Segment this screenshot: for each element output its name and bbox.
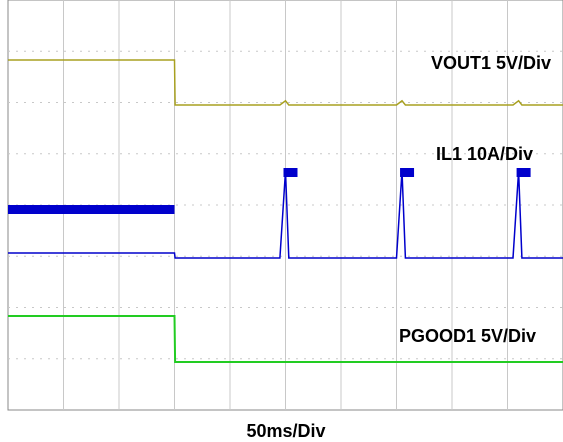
series-label-pgood1: PGOOD1 5V/Div xyxy=(399,326,536,346)
trace-il1-ripple-band xyxy=(8,205,175,214)
x-axis-label: 50ms/Div xyxy=(246,421,325,441)
traces xyxy=(8,59,563,363)
trace-pgood1 xyxy=(8,315,563,363)
series-label-vout1: VOUT1 5V/Div xyxy=(431,53,551,73)
trace-il1-pulse-top xyxy=(283,168,298,177)
trace-vout1 xyxy=(8,59,563,106)
trace-il1-pulse-top xyxy=(516,168,531,177)
trace-il1-pulse-top xyxy=(400,168,415,177)
series-label-il1: IL1 10A/Div xyxy=(436,144,533,164)
